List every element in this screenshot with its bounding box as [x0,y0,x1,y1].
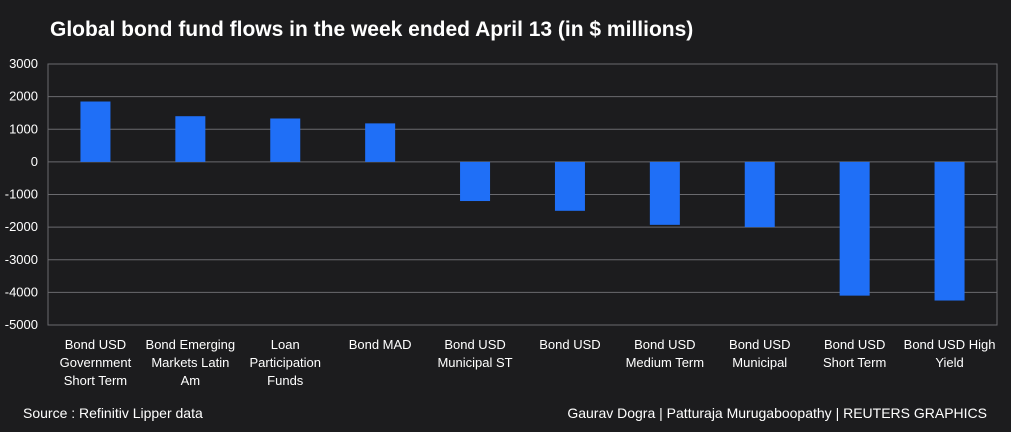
x-category-label-line: Funds [267,373,304,388]
x-category-label-line: Loan [271,337,300,352]
x-category-label-line: Short Term [64,373,127,388]
bar [649,161,680,225]
chart-title: Global bond fund flows in the week ended… [50,18,694,41]
y-tick-label: -4000 [5,284,38,299]
bars [80,101,965,301]
y-tick-label: -1000 [5,187,38,202]
x-category-label: Bond USD Municipal [729,337,790,370]
x-category-label-line: Bond USD [444,337,505,352]
x-category-label: Loan Participation Funds [249,337,321,388]
bar [365,123,396,162]
x-category-label-line: Bond USD [539,337,600,352]
gridlines [47,63,998,326]
bar [270,118,301,162]
x-category-label-line: Bond USD [634,337,695,352]
x-category-label: Bond USD Medium Term [626,337,705,370]
y-axis-ticks: 3000 2000 1000 0 -1000 -2000 -3000 -4000 -5000 [5,56,38,332]
x-category-label-line: Yield [935,355,963,370]
bar [554,161,585,211]
y-tick-label: -5000 [5,317,38,332]
x-category-label-line: Bond Emerging [146,337,236,352]
x-category-label: Bond USD [539,337,600,352]
x-category-label-line: Municipal ST [437,355,512,370]
y-tick-label: 2000 [9,89,38,104]
x-category-label: Bond USD High Yield [904,337,996,370]
bar [839,161,870,296]
x-category-label-line: Bond USD High [904,337,996,352]
x-category-label-line: Participation [249,355,321,370]
x-category-label: Bond USD Government Short Term [60,337,132,388]
x-category-label-line: Bond USD [729,337,790,352]
y-tick-label: -2000 [5,219,38,234]
x-category-label: Bond Emerging Markets Latin Am [146,337,236,388]
bar [934,161,965,301]
x-axis-labels: Bond USD Government Short Term Bond Emergin… [60,337,996,388]
y-tick-label: 3000 [9,56,38,71]
x-category-label-line: Medium Term [626,355,705,370]
credit-note: Gaurav Dogra | Patturaja Murugaboopathy … [567,405,987,421]
bar [460,161,491,202]
x-category-label-line: Bond USD [824,337,885,352]
y-tick-label: -3000 [5,252,38,267]
x-category-label-line: Bond USD [65,337,126,352]
x-category-label-line: Government [60,355,132,370]
bar [175,116,206,162]
x-category-label: Bond MAD [349,337,412,352]
x-category-label-line: Markets Latin [151,355,229,370]
x-category-label-line: Municipal [732,355,787,370]
x-category-label: Bond USD Short Term [823,337,886,370]
y-tick-label: 1000 [9,121,38,136]
source-note: Source : Refinitiv Lipper data [23,405,203,421]
bar [80,101,111,162]
x-category-label-line: Short Term [823,355,886,370]
x-category-label: Bond USD Municipal ST [437,337,512,370]
y-tick-label: 0 [31,154,38,169]
x-category-label-line: Am [181,373,201,388]
x-category-label-line: Bond MAD [349,337,412,352]
bar [744,161,775,228]
